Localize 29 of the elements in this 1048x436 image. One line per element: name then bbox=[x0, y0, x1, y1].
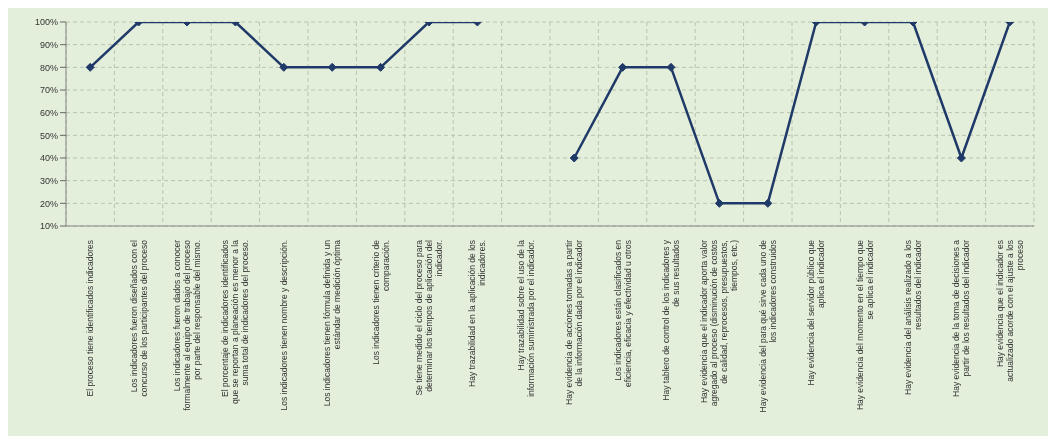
x-tick-label: Los indicadores tienen nombre y descripción. bbox=[278, 240, 289, 411]
y-tick-label: 50% bbox=[39, 130, 58, 141]
y-tick-label: 10% bbox=[39, 221, 58, 232]
y-tick-label: 90% bbox=[39, 39, 58, 50]
point bbox=[279, 62, 289, 72]
y-tick-label: 30% bbox=[39, 175, 58, 186]
y-tick-label: 80% bbox=[39, 62, 58, 73]
x-tick-label: Los indicadores fueron dados a conocer formalmente al equipo de trabajo del proceso por parte del responsable del mismo. bbox=[172, 239, 202, 411]
point bbox=[327, 62, 337, 72]
x-tick-label: Hay evidencia que el indicador aporta valor agregado al proceso (disminución de costos de calidad, reprocesos, presupuestos, tiempos, etc.) bbox=[699, 239, 740, 407]
x-tick-label: Hay evidencia que el indicador es actualizado acorde con el ajuste a los proceso bbox=[994, 239, 1025, 382]
x-tick-label: Los indicadores tienen criterio de comparación. bbox=[370, 239, 391, 365]
point bbox=[569, 153, 579, 163]
point bbox=[714, 198, 724, 208]
point bbox=[666, 62, 676, 72]
point bbox=[763, 198, 773, 208]
y-tick-label: 70% bbox=[39, 85, 58, 96]
x-tick-label: Los indicadores fueron diseñados con el concurso de los participantes del proceso bbox=[128, 239, 149, 397]
point bbox=[85, 62, 95, 72]
x-tick-label: El porcentaje de indicadores identificados que se reportan a planeación es menor a la suma total de indicadores del proceso. bbox=[220, 239, 251, 404]
y-tick-label: 40% bbox=[39, 153, 58, 164]
y-tick-label: 60% bbox=[39, 107, 58, 118]
x-tick-label: Se tiene medido el ciclo del proceso para determinar los tiempos de aplicación del indicador. bbox=[414, 239, 444, 396]
x-tick-label: El proceso tiene identificados indicadores bbox=[85, 240, 96, 397]
x-tick-label: Hay trazabilidad sobre el uso de la información suministrada por el indicador. bbox=[515, 239, 536, 397]
y-tick-label: 20% bbox=[39, 198, 58, 209]
x-tick-label: Hay trazabilidad en la aplicación de los indicadores. bbox=[467, 240, 488, 387]
point bbox=[376, 62, 386, 72]
y-tick-label: 100% bbox=[34, 17, 58, 28]
